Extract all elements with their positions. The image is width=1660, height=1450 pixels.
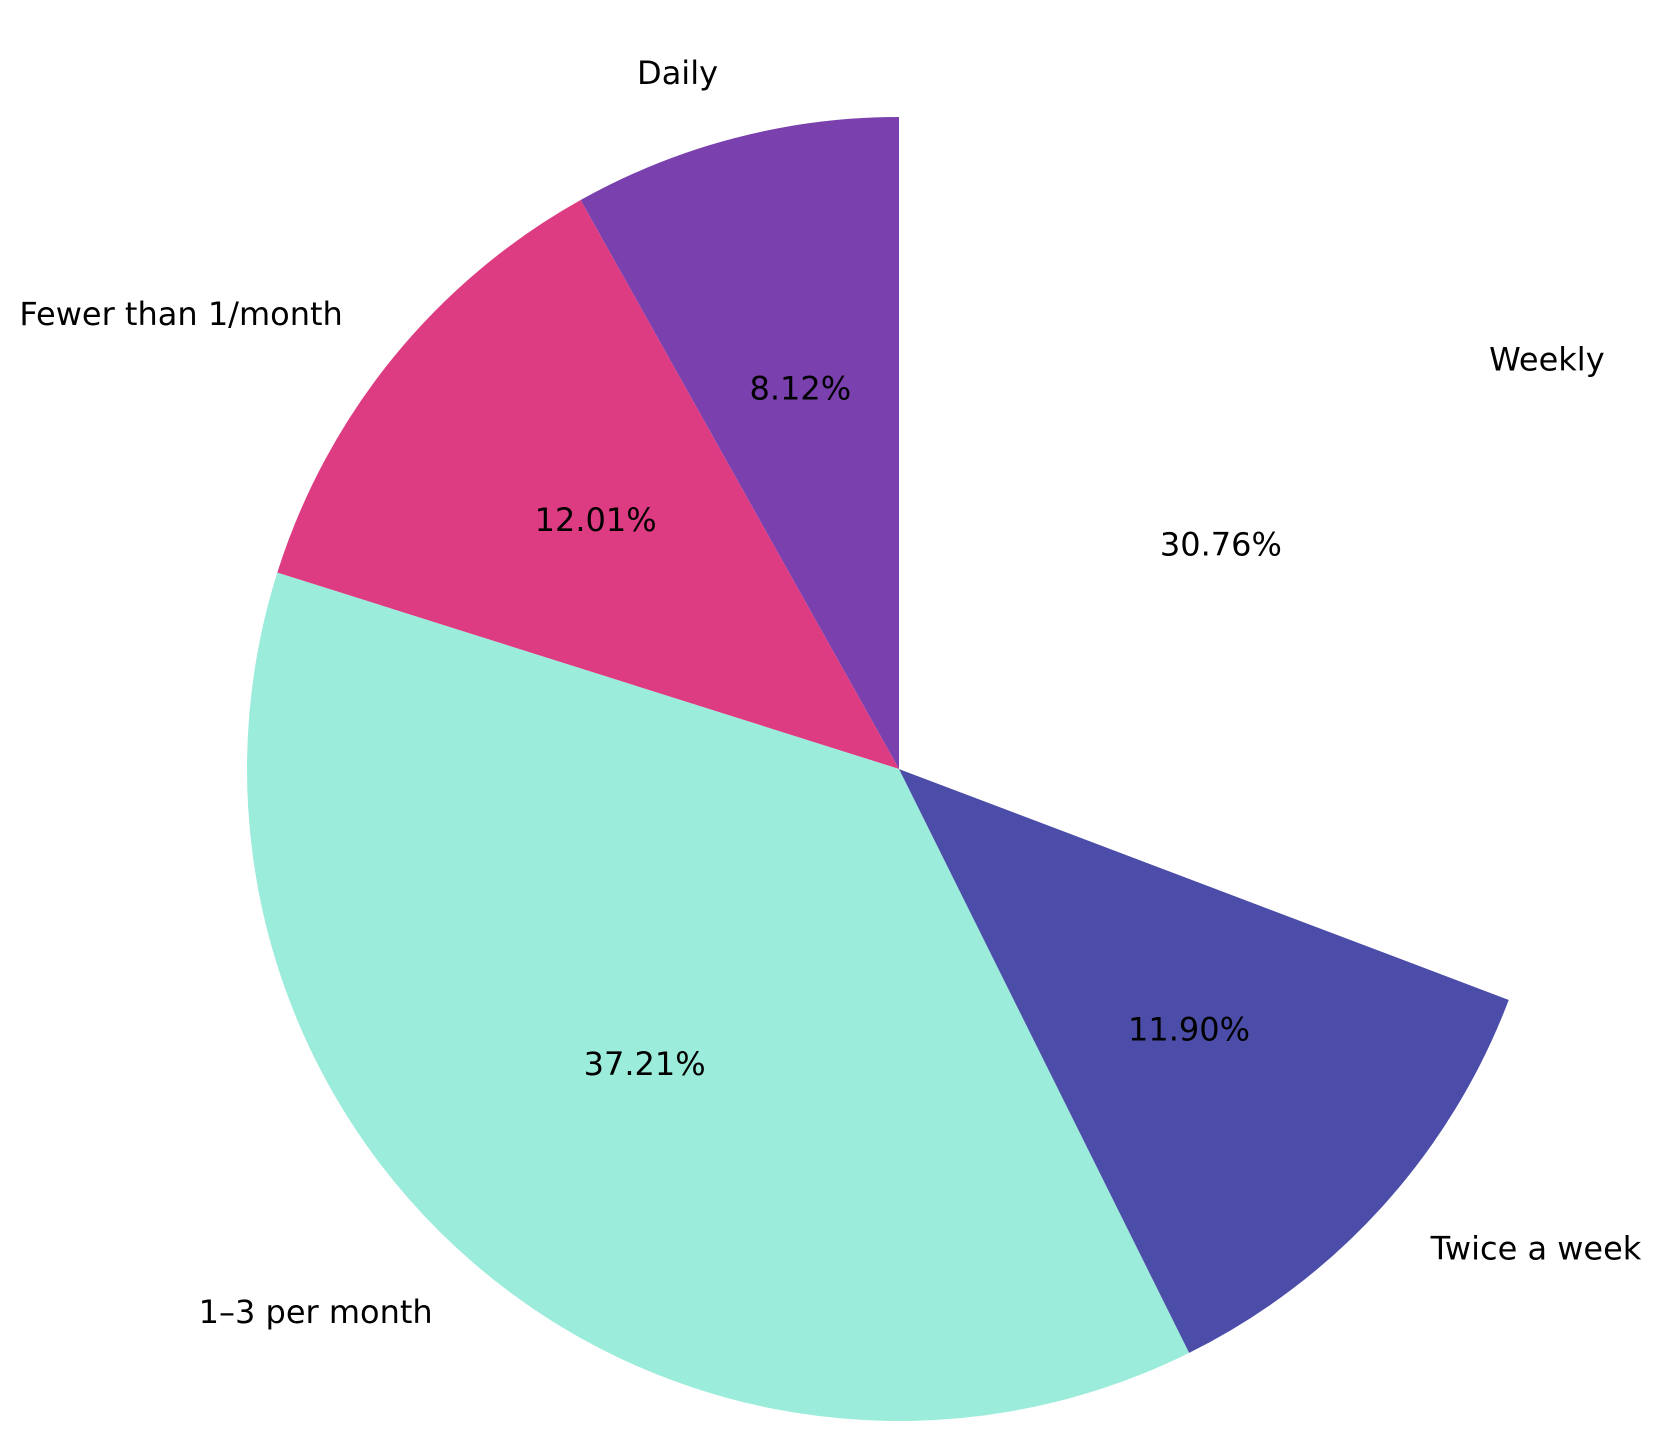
pie-slice-fewer-than-1-month [277, 200, 899, 770]
percentage-label: 8.12% [749, 369, 851, 407]
pie-slice-weekly [899, 117, 1551, 1000]
category-label: 1–3 per month [199, 1293, 433, 1331]
category-label: Twice a week [1430, 1229, 1642, 1267]
category-label: Weekly [1489, 340, 1605, 378]
percentage-label: 12.01% [535, 501, 657, 539]
pie-slice-1-3-per-month [247, 572, 1190, 1421]
category-label: Fewer than 1/month [19, 295, 342, 333]
pie-slice-twice-a-week [899, 769, 1509, 1353]
percentage-label: 30.76% [1160, 526, 1282, 564]
percentage-label: 37.21% [584, 1045, 706, 1083]
pie-slices [247, 117, 1551, 1421]
pie-labels: Daily 8.12% Fewer than 1/month 12.01% 1–3 pe… [19, 54, 1641, 1331]
percentage-label: 11.90% [1128, 1011, 1250, 1049]
pie-slice-daily [580, 117, 899, 769]
category-label: Daily [637, 54, 718, 92]
